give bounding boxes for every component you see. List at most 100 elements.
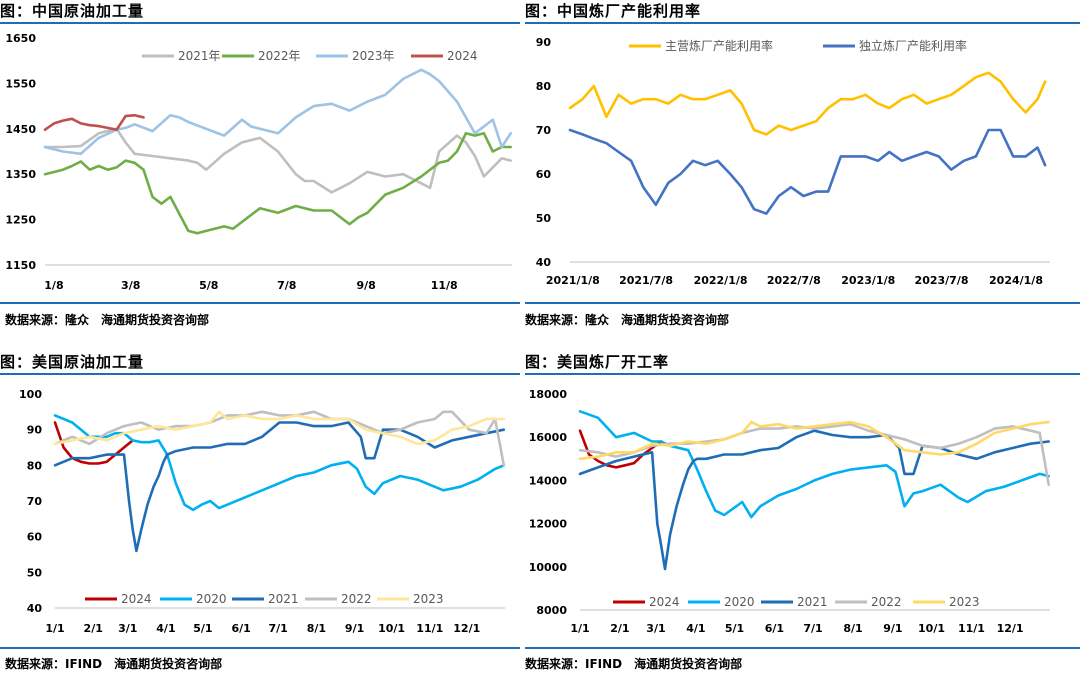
x-tick-label: 6/1 bbox=[765, 622, 784, 635]
y-tick-label: 16000 bbox=[529, 431, 568, 444]
data-source: 数据来源：隆众 海通期货投资咨询部 bbox=[525, 313, 730, 327]
x-tick-label: 4/1 bbox=[156, 622, 175, 635]
y-tick-label: 60 bbox=[536, 168, 552, 181]
legend-label: 2021年 bbox=[178, 49, 221, 63]
y-tick-label: 1450 bbox=[5, 123, 36, 136]
data-source: 数据来源：隆众 海通期货投资咨询部 bbox=[5, 313, 210, 327]
legend-label: 2024 bbox=[447, 49, 478, 63]
series-line-2020 bbox=[53, 414, 506, 512]
x-tick-label: 2/1 bbox=[610, 622, 629, 635]
y-tick-label: 50 bbox=[27, 566, 43, 579]
source-divider bbox=[0, 302, 520, 304]
x-tick-label: 1/1 bbox=[570, 622, 589, 635]
y-tick-label: 8000 bbox=[536, 604, 567, 617]
source-divider bbox=[0, 647, 520, 649]
chart-china-crude-processing: 1150 1250 1350 1450 1550 1650 1/8 3/8 5/8 7/8 9/8 1… bbox=[5, 32, 513, 292]
x-tick-label: 2021/7/8 bbox=[619, 274, 673, 287]
series-line-2023 bbox=[578, 420, 1051, 461]
series-line-2023 bbox=[53, 410, 506, 446]
legend-label: 2023年 bbox=[352, 49, 395, 63]
y-tick-label: 70 bbox=[536, 124, 552, 137]
series-line-独立炼厂产能利用率 bbox=[568, 128, 1047, 215]
x-tick-label: 9/1 bbox=[883, 622, 902, 635]
panel-china-refinery-utilization: 图：中国炼厂产能利用率 40 50 60 70 80 90 2021/1/8 2021/7/8… bbox=[525, 0, 1080, 338]
legend-label: 2021 bbox=[797, 595, 828, 609]
x-tick-label: 8/1 bbox=[843, 622, 862, 635]
x-tick-label: 9/1 bbox=[345, 622, 364, 635]
x-tick-label: 9/8 bbox=[356, 279, 375, 292]
x-tick-label: 3/1 bbox=[646, 622, 665, 635]
chart-us-refinery-operating-rate: 8000 10000 12000 14000 16000 18000 1/1 2/1 3/1 4/… bbox=[529, 388, 1051, 635]
x-tick-label: 7/1 bbox=[268, 622, 287, 635]
series-line-2023年 bbox=[43, 68, 513, 156]
y-tick-label: 80 bbox=[27, 459, 43, 472]
y-tick-label: 12000 bbox=[529, 518, 568, 531]
legend-label: 2022年 bbox=[258, 49, 301, 63]
x-tick-label: 2022/1/8 bbox=[694, 274, 748, 287]
y-tick-label: 1550 bbox=[5, 77, 36, 90]
series-line-2020 bbox=[578, 409, 1051, 519]
title-underline bbox=[0, 373, 520, 375]
series-line-2021 bbox=[53, 421, 506, 553]
x-tick-label: 12/1 bbox=[453, 622, 480, 635]
legend-label: 2023 bbox=[949, 595, 980, 609]
chart-china-refinery-utilization: 40 50 60 70 80 90 2021/1/8 2021/7/8 2022/1/8 2022… bbox=[536, 36, 1050, 287]
title-underline bbox=[0, 22, 520, 24]
x-tick-label: 2023/1/8 bbox=[841, 274, 895, 287]
panel-us-refinery-operating-rate: 图：美国炼厂开工率 8000 10000 12000 14000 16000 18000 1… bbox=[525, 351, 1080, 677]
chart-us-crude-processing: 40 50 60 70 80 90 100 1/1 2/1 3/1 4/1 5/1 6/1 7/1 8/1 9… bbox=[19, 388, 506, 635]
x-tick-label: 2022/7/8 bbox=[767, 274, 821, 287]
x-tick-label: 10/1 bbox=[378, 622, 405, 635]
y-tick-label: 1650 bbox=[5, 32, 36, 45]
x-tick-label: 5/1 bbox=[725, 622, 744, 635]
source-divider bbox=[525, 647, 1080, 649]
x-tick-label: 10/1 bbox=[918, 622, 945, 635]
x-tick-label: 5/1 bbox=[193, 622, 212, 635]
y-tick-label: 90 bbox=[536, 36, 552, 49]
legend-label: 2022 bbox=[871, 595, 902, 609]
series-line-2021 bbox=[578, 429, 1051, 571]
legend-label: 2024 bbox=[649, 595, 680, 609]
series-line-2022 bbox=[578, 422, 1051, 486]
x-tick-label: 4/1 bbox=[686, 622, 705, 635]
chart-title: 图：中国原油加工量 bbox=[0, 2, 145, 20]
x-tick-label: 11/1 bbox=[416, 622, 443, 635]
y-tick-label: 40 bbox=[27, 602, 43, 615]
legend-label: 独立炼厂产能利用率 bbox=[859, 38, 967, 53]
y-tick-label: 100 bbox=[19, 388, 42, 401]
y-tick-label: 14000 bbox=[529, 474, 568, 487]
y-tick-label: 1250 bbox=[5, 214, 36, 227]
x-tick-label: 1/1 bbox=[45, 622, 64, 635]
y-tick-label: 90 bbox=[27, 424, 43, 437]
legend-label: 2021 bbox=[268, 592, 299, 606]
x-tick-label: 11/8 bbox=[431, 279, 458, 292]
legend-label: 主营炼厂产能利用率 bbox=[665, 38, 773, 53]
data-source: 数据来源：IFIND 海通期货投资咨询部 bbox=[525, 657, 743, 671]
x-tick-label: 7/8 bbox=[277, 279, 296, 292]
y-tick-label: 10000 bbox=[529, 561, 568, 574]
x-tick-label: 2024/1/8 bbox=[989, 274, 1043, 287]
chart-title: 图：中国炼厂产能利用率 bbox=[525, 2, 702, 20]
x-tick-label: 2021/1/8 bbox=[546, 274, 600, 287]
x-tick-label: 1/8 bbox=[44, 279, 63, 292]
series-line-2022年 bbox=[43, 132, 513, 235]
x-tick-label: 2/1 bbox=[84, 622, 103, 635]
y-tick-label: 80 bbox=[536, 80, 552, 93]
x-tick-label: 11/1 bbox=[958, 622, 985, 635]
x-tick-label: 2023/7/8 bbox=[915, 274, 969, 287]
legend-label: 2023 bbox=[413, 592, 444, 606]
title-underline bbox=[525, 373, 1080, 375]
series-line-主营炼厂产能利用率 bbox=[568, 71, 1047, 136]
x-tick-label: 3/8 bbox=[121, 279, 140, 292]
legend-label: 2020 bbox=[724, 595, 755, 609]
chart-title: 图：美国原油加工量 bbox=[0, 353, 145, 371]
legend-label: 2022 bbox=[341, 592, 372, 606]
x-tick-label: 12/1 bbox=[997, 622, 1024, 635]
data-source: 数据来源：IFIND 海通期货投资咨询部 bbox=[5, 657, 223, 671]
title-underline bbox=[525, 22, 1080, 24]
panel-us-crude-processing: 图：美国原油加工量 40 50 60 70 80 90 100 1/1 2/1 3/1 4/1 5/1… bbox=[0, 351, 520, 677]
legend-label: 2020 bbox=[196, 592, 227, 606]
series-line-2024 bbox=[53, 421, 134, 465]
source-divider bbox=[525, 302, 1080, 304]
y-tick-label: 70 bbox=[27, 495, 43, 508]
